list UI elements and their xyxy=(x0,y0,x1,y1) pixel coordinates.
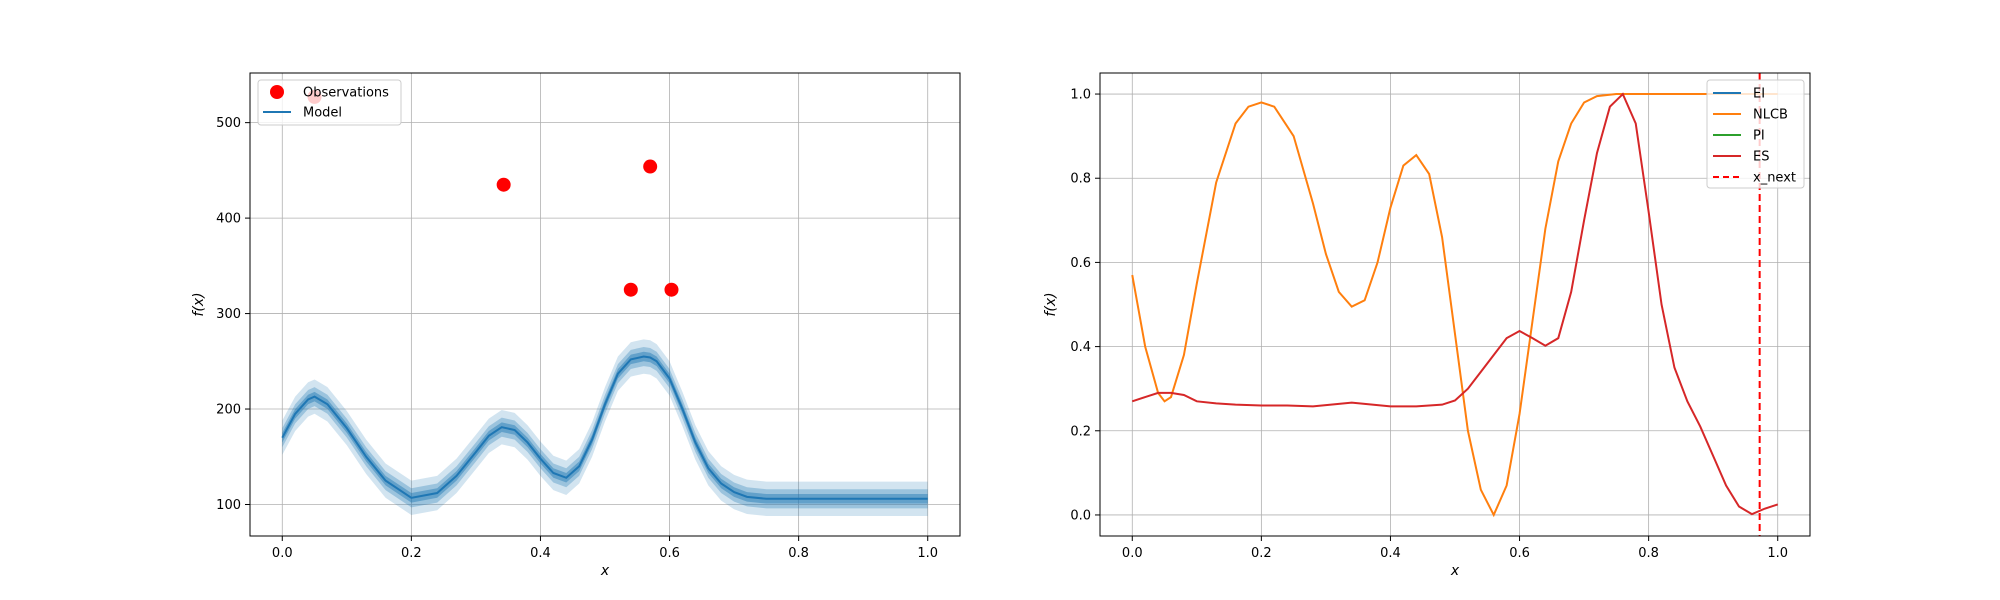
x-tick-label: 1.0 xyxy=(917,546,938,561)
legend-observations-marker xyxy=(270,85,284,99)
y-tick-label: 0.8 xyxy=(1070,172,1091,187)
x-tick-label: 1.0 xyxy=(1767,546,1788,561)
axes-frame xyxy=(249,72,961,537)
legend-label-nlcb: NLCB xyxy=(1753,108,1788,123)
observation-point xyxy=(643,159,658,174)
legend-model-label: Model xyxy=(303,106,342,121)
model-plot: 0.0 0.2 0.4 0.6 0.8 1.0 100 200 300 400 500 x f(x) Ob… xyxy=(191,72,961,579)
x-tick-label: 0.6 xyxy=(1509,546,1530,561)
x-axis-label: x xyxy=(1450,563,1460,579)
x-tick-label: 0.0 xyxy=(272,546,293,561)
x-tick-label: 0.2 xyxy=(1251,546,1272,561)
series-line-es xyxy=(1131,92,1779,516)
y-tick-label: 200 xyxy=(216,403,241,418)
y-tick-label: 0.6 xyxy=(1070,256,1091,271)
acquisition-plot: 0.0 0.2 0.4 0.6 0.8 1.0 0.0 0.2 0.4 0.6 0.8 1.0 x f(x… xyxy=(1043,72,1811,579)
model-confidence-band xyxy=(282,346,928,509)
y-tick-label: 300 xyxy=(216,307,241,322)
legend-frame xyxy=(1706,79,1805,189)
x-tick-label: 0.2 xyxy=(401,546,422,561)
y-axis-label: f(x) xyxy=(1043,292,1059,316)
model-confidence-band xyxy=(282,339,928,516)
legend-label-es: ES xyxy=(1753,150,1769,165)
x-tick-label: 0.0 xyxy=(1122,546,1143,561)
y-tick-label: 400 xyxy=(216,212,241,227)
x-tick-label: 0.4 xyxy=(530,546,551,561)
legend-frame xyxy=(257,79,402,126)
x-axis-label: x xyxy=(600,563,610,579)
x-tick-label: 0.8 xyxy=(1638,546,1659,561)
legend-label-ei: EI xyxy=(1753,87,1765,102)
y-tick-label: 500 xyxy=(216,116,241,131)
legend: EI NLCB PI ES x_next xyxy=(1706,79,1805,189)
observation-point xyxy=(664,282,679,297)
y-tick-label: 0.0 xyxy=(1070,508,1091,523)
legend-label-pi: PI xyxy=(1753,129,1765,144)
series-line-nlcb xyxy=(1131,93,1778,518)
y-tick-label: 1.0 xyxy=(1070,88,1091,103)
legend: Observations Model xyxy=(257,79,402,126)
observation-point xyxy=(623,282,638,297)
x-tick-label: 0.8 xyxy=(788,546,809,561)
axes-frame xyxy=(1099,72,1811,537)
y-tick-label: 100 xyxy=(216,498,241,513)
x-tick-label: 0.6 xyxy=(659,546,680,561)
model-mean-line xyxy=(281,355,928,500)
legend-label-x_next: x_next xyxy=(1753,171,1796,186)
y-axis-label: f(x) xyxy=(191,292,207,316)
y-tick-label: 0.4 xyxy=(1070,340,1091,355)
legend-observations-label: Observations xyxy=(303,86,389,101)
x-tick-label: 0.4 xyxy=(1380,546,1401,561)
observation-point xyxy=(496,177,511,192)
y-tick-label: 0.2 xyxy=(1070,424,1091,439)
